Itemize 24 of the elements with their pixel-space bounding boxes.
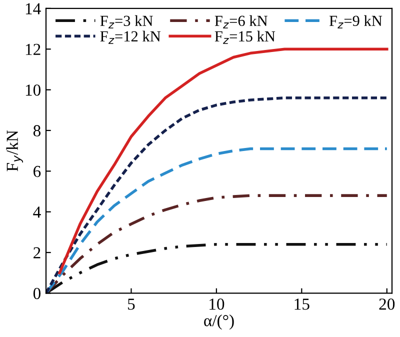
x-tick-label: 20	[379, 298, 395, 310]
line-series	[46, 242, 388, 294]
y-axis-title: F$_{y}$/kN	[6, 130, 23, 172]
line-series	[46, 96, 388, 294]
legend-label: F$_{z}$=6 kN	[214, 15, 268, 28]
y-tick-label: 0	[33, 288, 41, 300]
line-series	[46, 147, 388, 294]
legend-label: F$_{z}$=3 kN	[100, 15, 153, 28]
y-tick-label: 6	[34, 166, 41, 178]
legend-label: F$_{z}$=15 kN	[214, 30, 276, 44]
line-series	[46, 194, 388, 294]
line-series	[58, 48, 388, 274]
y-tick-label: 2	[34, 247, 40, 258]
x-axis-title: α/(°)	[204, 314, 234, 330]
y-tick-label: 8	[33, 125, 41, 136]
y-tick-label: 4	[33, 206, 41, 218]
x-tick-label: 10	[210, 298, 224, 310]
y-tick-label: 12	[26, 44, 40, 55]
y-tick-label: 10	[26, 84, 41, 96]
y-tick-label: 14	[26, 3, 41, 14]
legend-label: F$_{z}$=12 kN	[100, 30, 161, 44]
x-tick-label: 15	[294, 298, 310, 310]
legend-label: F$_{z}$=9 kN	[329, 15, 382, 28]
x-tick-label: 5	[128, 298, 135, 310]
